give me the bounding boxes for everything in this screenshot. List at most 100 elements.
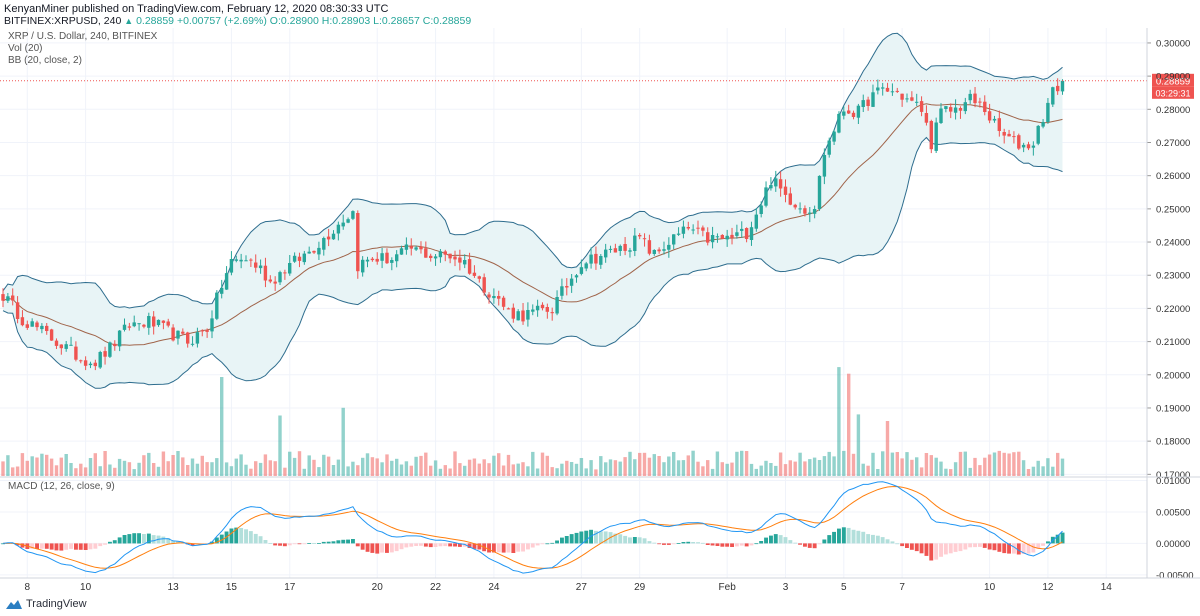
macd-histogram-bar — [632, 537, 637, 544]
candle-body — [832, 131, 836, 142]
volume-bar — [613, 460, 618, 476]
candle-body — [254, 262, 258, 268]
candle-body — [720, 235, 724, 239]
header-bar: KenyanMiner published on TradingView.com… — [0, 0, 1200, 28]
volume-bar — [847, 373, 851, 476]
volume-bar — [778, 452, 783, 476]
price-tick-label: 0.25000 — [1156, 204, 1190, 215]
macd-histogram-bar — [448, 543, 453, 547]
macd-histogram-bar — [1036, 543, 1041, 549]
candle-body — [672, 234, 676, 245]
volume-bar — [642, 452, 647, 476]
candle-body — [511, 307, 515, 319]
candle-body — [83, 360, 88, 366]
volume-bar — [346, 466, 350, 476]
macd-histogram-bar — [895, 543, 900, 545]
macd-histogram-bar — [108, 541, 112, 544]
volume-bar — [268, 460, 272, 476]
candle-body — [992, 118, 997, 121]
macd-histogram-bar — [832, 531, 836, 544]
candle-body — [1051, 87, 1055, 105]
candle-body — [915, 101, 919, 103]
volume-bar — [803, 461, 807, 476]
macd-histogram-bar — [778, 535, 783, 544]
macd-histogram-bar — [127, 534, 132, 544]
candle-body — [963, 102, 967, 112]
brand[interactable]: TradingView — [6, 598, 87, 610]
macd-histogram-bar — [866, 534, 871, 544]
candle-body — [691, 229, 695, 231]
volume-bar — [288, 451, 292, 476]
volume-bar — [1017, 451, 1021, 476]
candle-body — [1046, 102, 1050, 122]
macd-histogram-bar — [890, 541, 895, 544]
volume-bar — [467, 459, 472, 476]
volume-bar — [1041, 466, 1045, 476]
macd-histogram-bar — [992, 543, 997, 551]
countdown-tag — [1152, 86, 1194, 99]
candle-body — [730, 234, 734, 238]
macd-histogram-bar — [880, 537, 885, 544]
macd-histogram-bar — [676, 543, 681, 544]
candle-body — [876, 87, 880, 91]
volume-bar — [1002, 452, 1006, 476]
candle-body — [307, 251, 311, 254]
macd-histogram-bar — [963, 543, 968, 550]
volume-bar — [866, 465, 870, 476]
macd-histogram-bar — [700, 542, 705, 544]
candle-body — [249, 259, 253, 261]
volume-bar — [385, 454, 389, 476]
volume-bar — [1026, 469, 1031, 476]
volume-bar — [419, 455, 423, 476]
macd-histogram-bar — [321, 541, 326, 544]
macd-histogram-bar — [511, 543, 516, 553]
candle-body — [895, 90, 899, 92]
macd-histogram-bar — [132, 533, 137, 544]
volume-bar — [987, 454, 992, 476]
volume-bar — [365, 453, 370, 476]
macd-histogram-bar — [229, 528, 234, 544]
volume-bar — [531, 451, 535, 476]
macd-histogram-bar — [214, 537, 219, 544]
volume-bar — [443, 465, 447, 476]
volume-bar — [142, 455, 146, 476]
price-tick-label: 0.30000 — [1156, 38, 1190, 49]
macd-histogram-bar — [914, 543, 919, 552]
volume-bar — [83, 467, 88, 476]
macd-histogram-bar — [190, 543, 195, 546]
time-tick-label: 20 — [372, 582, 384, 593]
candle-body — [346, 219, 350, 223]
candle-body — [210, 318, 214, 332]
candle-body — [798, 208, 802, 210]
candle-body — [560, 286, 564, 296]
candle-body — [608, 248, 613, 250]
macd-histogram-bar — [875, 535, 880, 544]
macd-histogram-bar — [885, 539, 890, 544]
candle-body — [978, 101, 982, 103]
volume-bar — [45, 454, 49, 476]
candle-body — [1017, 135, 1021, 149]
candle-body — [856, 105, 861, 118]
volume-bar — [351, 461, 355, 476]
candle-body — [808, 212, 812, 214]
volume-bar — [234, 458, 238, 476]
volume-bar — [944, 468, 948, 476]
candle-body — [565, 286, 569, 288]
volume-bar — [560, 463, 564, 476]
macd-histogram-bar — [453, 543, 457, 547]
volume-bar — [108, 464, 112, 476]
volume-bar — [958, 451, 963, 476]
volume-bar — [871, 452, 875, 476]
macd-histogram-bar — [827, 535, 832, 544]
volume-bar — [472, 458, 477, 476]
macd-histogram-bar — [248, 531, 253, 544]
volume-bar — [817, 460, 822, 476]
candle-body — [341, 222, 345, 227]
macd-histogram-bar — [244, 529, 248, 544]
candle-body — [531, 309, 535, 312]
macd-histogram-bar — [953, 543, 958, 552]
macd-histogram-bar — [564, 536, 569, 544]
volume-bar — [764, 460, 768, 476]
candle-body — [11, 295, 15, 301]
